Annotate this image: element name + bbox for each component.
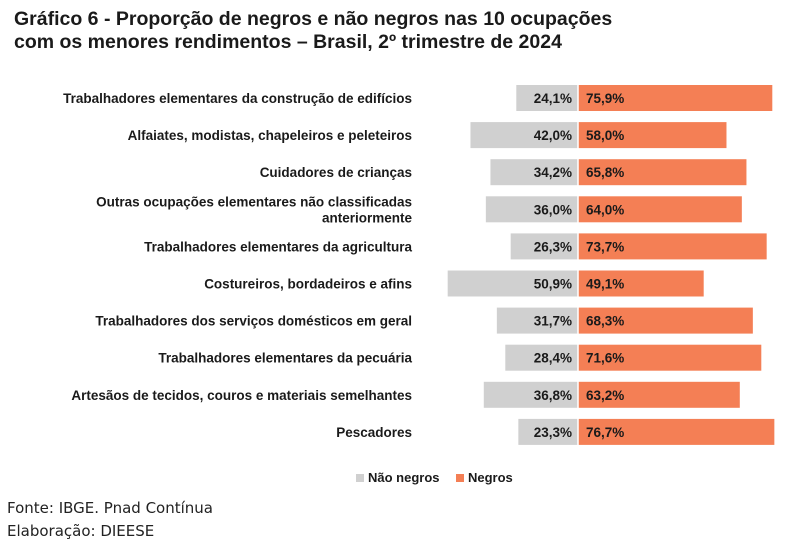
chart-title-line-1: Gráfico 6 - Proporção de negros e não ne…: [14, 8, 613, 30]
value-label-nao-negros-4: 26,3%: [534, 239, 572, 254]
legend-label-nao-negros: Não negros: [368, 470, 440, 485]
value-label-negros-6: 68,3%: [586, 314, 624, 329]
value-label-nao-negros-5: 50,9%: [534, 277, 572, 292]
bar-negros-8: [578, 381, 740, 408]
value-label-negros-1: 58,0%: [586, 128, 624, 143]
category-label-3-line-1: anteriormente: [322, 210, 413, 225]
value-label-nao-negros-9: 23,3%: [534, 425, 572, 440]
bar-nao-negros-2: [490, 159, 578, 186]
category-label-0: Trabalhadores elementares da construção …: [63, 91, 412, 106]
value-label-nao-negros-6: 31,7%: [534, 314, 572, 329]
bar-negros-5: [578, 270, 704, 297]
bar-nao-negros-9: [518, 418, 578, 445]
bar-nao-negros-8: [483, 381, 578, 408]
credit-note: Elaboração: DIEESE: [7, 522, 155, 540]
chart-title-line-2: com os menores rendimentos – Brasil, 2º …: [14, 31, 562, 53]
legend-swatch-negros: [456, 474, 464, 482]
category-label-1: Alfaiates, modistas, chapeleiros e pelet…: [128, 128, 412, 143]
category-label-5: Costureiros, bordadeiros e afins: [204, 277, 412, 292]
category-label-9: Pescadores: [336, 425, 412, 440]
value-label-nao-negros-0: 24,1%: [534, 91, 572, 106]
bar-negros-3: [578, 196, 742, 223]
diverging-bar-chart: 24,1% 75,9% Trabalhadores elementares da c…: [63, 85, 775, 485]
source-note: Fonte: IBGE. Pnad Contínua: [7, 499, 213, 517]
category-label-2: Cuidadores de crianças: [260, 165, 412, 180]
bar-nao-negros-7: [505, 344, 578, 371]
value-label-negros-0: 75,9%: [586, 91, 624, 106]
bar-nao-negros-1: [470, 122, 578, 149]
value-label-nao-negros-7: 28,4%: [534, 351, 572, 366]
legend-label-negros: Negros: [468, 470, 513, 485]
value-label-negros-5: 49,1%: [586, 277, 624, 292]
bar-nao-negros-0: [516, 85, 578, 111]
category-label-8: Artesãos de tecidos, couros e materiais …: [71, 388, 412, 403]
chart-title: Gráfico 6 - Proporção de negros e não ne…: [14, 8, 784, 54]
chart-footer: Fonte: IBGE. Pnad Contínua Elaboração: D…: [7, 497, 213, 543]
bar-nao-negros-5: [447, 270, 578, 297]
value-label-negros-3: 64,0%: [586, 202, 624, 217]
value-label-negros-9: 76,7%: [586, 425, 624, 440]
category-label-7: Trabalhadores elementares da pecuária: [158, 351, 412, 366]
bar-nao-negros-4: [510, 233, 578, 260]
bar-negros-9: [578, 418, 775, 445]
value-label-nao-negros-3: 36,0%: [534, 202, 572, 217]
value-label-negros-4: 73,7%: [586, 239, 624, 254]
bar-negros-7: [578, 344, 762, 371]
bar-negros-4: [578, 233, 767, 260]
bar-nao-negros-6: [496, 307, 578, 334]
category-label-3-line-0: Outras ocupações elementares não classif…: [96, 194, 412, 209]
bar-nao-negros-3: [485, 196, 578, 223]
value-label-negros-2: 65,8%: [586, 165, 624, 180]
bar-negros-2: [578, 159, 747, 186]
bar-negros-6: [578, 307, 753, 334]
value-label-negros-7: 71,6%: [586, 351, 624, 366]
value-label-nao-negros-8: 36,8%: [534, 388, 572, 403]
bar-negros-1: [578, 122, 727, 149]
value-label-nao-negros-2: 34,2%: [534, 165, 572, 180]
bar-negros-0: [578, 85, 773, 111]
category-label-4: Trabalhadores elementares da agricultura: [144, 239, 412, 254]
value-label-negros-8: 63,2%: [586, 388, 624, 403]
category-label-6: Trabalhadores dos serviços domésticos em…: [95, 314, 412, 329]
value-label-nao-negros-1: 42,0%: [534, 128, 572, 143]
legend-swatch-nao-negros: [356, 474, 364, 482]
